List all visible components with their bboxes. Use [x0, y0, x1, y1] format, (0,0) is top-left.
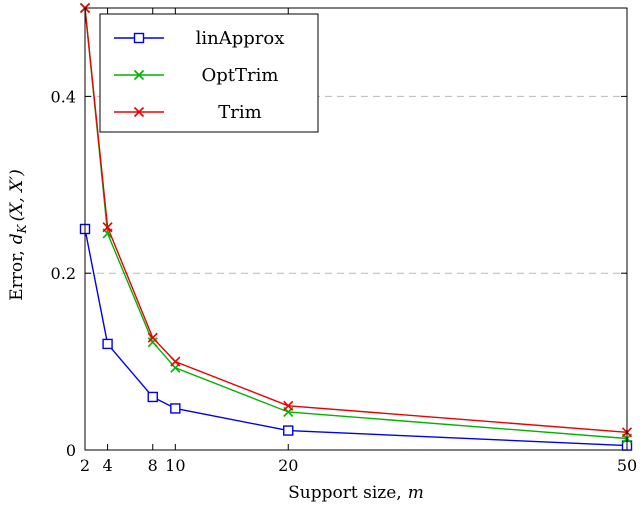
- square-marker: [170, 403, 181, 414]
- square-marker: [133, 32, 145, 44]
- plot-frame: [84, 7, 628, 451]
- x-marker: [283, 400, 294, 411]
- x-marker: [170, 356, 181, 367]
- legend: linApprox OptTrim Trim: [99, 13, 319, 133]
- x-tick-label: 8: [148, 456, 158, 475]
- x-marker: [147, 337, 158, 348]
- x-marker: [133, 106, 145, 118]
- y-axis-label: Error,dK(X, X′): [7, 169, 29, 301]
- x-tick-label: 10: [165, 456, 185, 475]
- series-layer: [79, 2, 633, 451]
- series-line-linApprox: [84, 228, 628, 447]
- x-tick-label: 2: [80, 456, 90, 475]
- x-tick-label: 50: [617, 456, 637, 475]
- y-tick-label: 0: [66, 441, 76, 460]
- x-axis-label: Support size, m: [288, 483, 424, 503]
- series-line-Trim: [84, 7, 628, 434]
- legend-label: OptTrim: [202, 65, 279, 86]
- x-tick-label: 20: [278, 456, 298, 475]
- x-marker: [133, 69, 145, 81]
- square-marker: [102, 338, 113, 350]
- legend-label: Trim: [218, 102, 261, 123]
- square-marker: [283, 425, 294, 436]
- y-tick-label: 0.2: [51, 264, 76, 283]
- x-marker: [102, 222, 113, 233]
- y-tick-label: 0.4: [51, 87, 76, 106]
- x-tick-label: 4: [102, 456, 112, 475]
- tick-layer: 2 4 8 10 20 50 0 0.2 0.4: [51, 8, 637, 475]
- legend-label: linApprox: [196, 28, 285, 49]
- x-marker: [147, 332, 158, 343]
- square-marker: [147, 391, 158, 403]
